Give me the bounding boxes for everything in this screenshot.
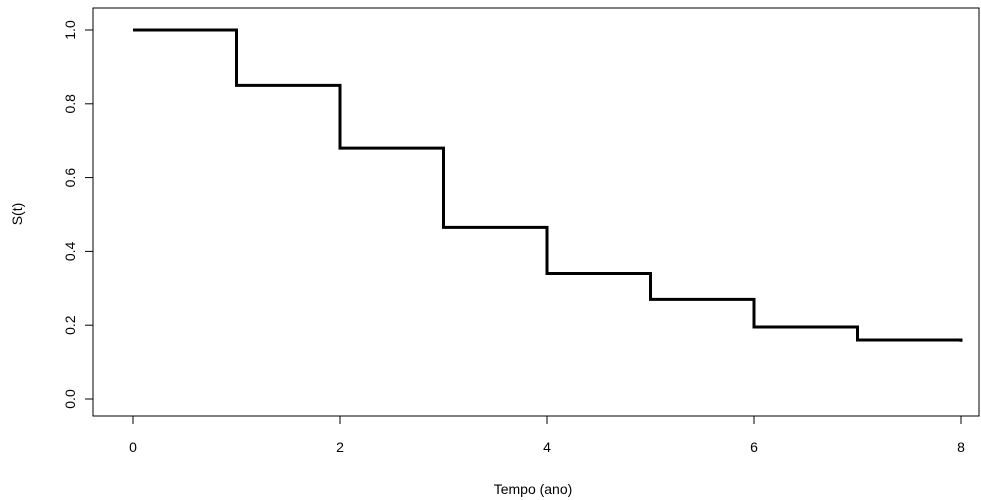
x-axis-title: Tempo (ano)	[494, 481, 573, 497]
x-axis: 0 2 4 6 8	[129, 415, 965, 455]
y-axis: 0.0 0.2 0.4 0.6 0.8 1.0	[62, 20, 94, 409]
x-tick-label: 4	[543, 439, 551, 455]
y-tick-label: 0.4	[62, 241, 78, 261]
x-tick-label: 6	[750, 439, 758, 455]
plot-box	[92, 7, 980, 417]
series-group	[133, 28, 963, 342]
y-tick-label: 1.0	[62, 20, 78, 40]
x-tick-label: 8	[957, 439, 965, 455]
y-tick-label: 0.6	[62, 168, 78, 188]
y-axis-title: S(t)	[9, 203, 25, 226]
x-tick-label: 2	[336, 439, 344, 455]
x-tick-label: 0	[129, 439, 137, 455]
y-tick-label: 0.0	[62, 389, 78, 409]
survival-step-line	[133, 28, 963, 342]
y-tick-label: 0.8	[62, 94, 78, 114]
y-tick-label: 0.2	[62, 315, 78, 335]
